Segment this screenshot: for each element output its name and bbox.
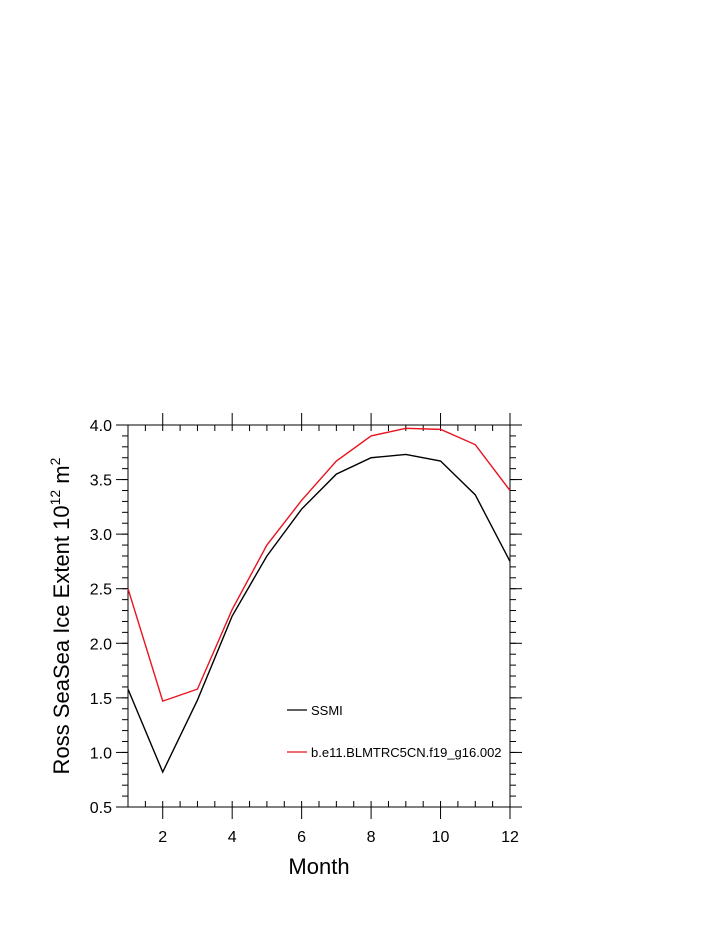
series-line-model (127, 427, 511, 703)
y-axis-title: Ross SeaSea Ice Extent 1012 m2 (47, 457, 74, 774)
y-axis-title-exponent: 12 (47, 490, 63, 506)
x-tick-label: 12 (501, 829, 519, 846)
y-axis-title-unit-exponent: 2 (47, 457, 63, 465)
legend: SSMI b.e11.BLMTRC5CN.f19_g16.002 (287, 703, 502, 760)
y-axis-title-unit: m (49, 465, 74, 489)
y-tick-labels: 0.5 1.0 1.5 2.0 2.5 3.0 3.5 4.0 (90, 418, 112, 817)
y-tick-label: 0.5 (90, 800, 112, 817)
legend-label-ssmi: SSMI (311, 703, 343, 718)
x-tick-labels: 2 4 6 8 10 12 (158, 829, 519, 846)
y-tick-label: 1.5 (90, 691, 112, 708)
major-ticks (116, 413, 522, 819)
series-line-ssmi (127, 453, 511, 774)
y-tick-label: 1.0 (90, 745, 112, 762)
y-tick-label: 2.5 (90, 582, 112, 599)
y-tick-label: 4.0 (90, 418, 112, 435)
y-tick-label: 2.0 (90, 636, 112, 653)
x-tick-label: 2 (158, 829, 167, 846)
legend-label-model: b.e11.BLMTRC5CN.f19_g16.002 (311, 745, 502, 760)
x-axis-title: Month (288, 854, 349, 879)
y-tick-label: 3.0 (90, 527, 112, 544)
x-tick-label: 6 (297, 829, 306, 846)
x-tick-label: 10 (432, 829, 450, 846)
x-tick-label: 8 (367, 829, 376, 846)
series-lines (127, 427, 511, 774)
y-tick-label: 3.5 (90, 473, 112, 490)
y-axis-title-main: Ross SeaSea Ice Extent 10 (49, 505, 74, 774)
x-tick-label: 4 (228, 829, 237, 846)
